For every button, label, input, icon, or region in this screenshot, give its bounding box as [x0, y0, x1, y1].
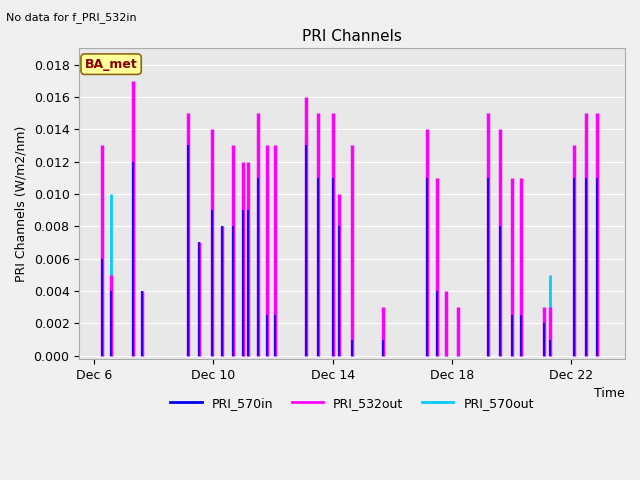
Text: No data for f_PRI_532in: No data for f_PRI_532in: [6, 12, 137, 23]
X-axis label: Time: Time: [595, 387, 625, 400]
Text: BA_met: BA_met: [84, 58, 138, 71]
Title: PRI Channels: PRI Channels: [302, 29, 402, 44]
Legend: PRI_570in, PRI_532out, PRI_570out: PRI_570in, PRI_532out, PRI_570out: [165, 392, 539, 415]
Y-axis label: PRI Channels (W/m2/nm): PRI Channels (W/m2/nm): [15, 125, 28, 282]
